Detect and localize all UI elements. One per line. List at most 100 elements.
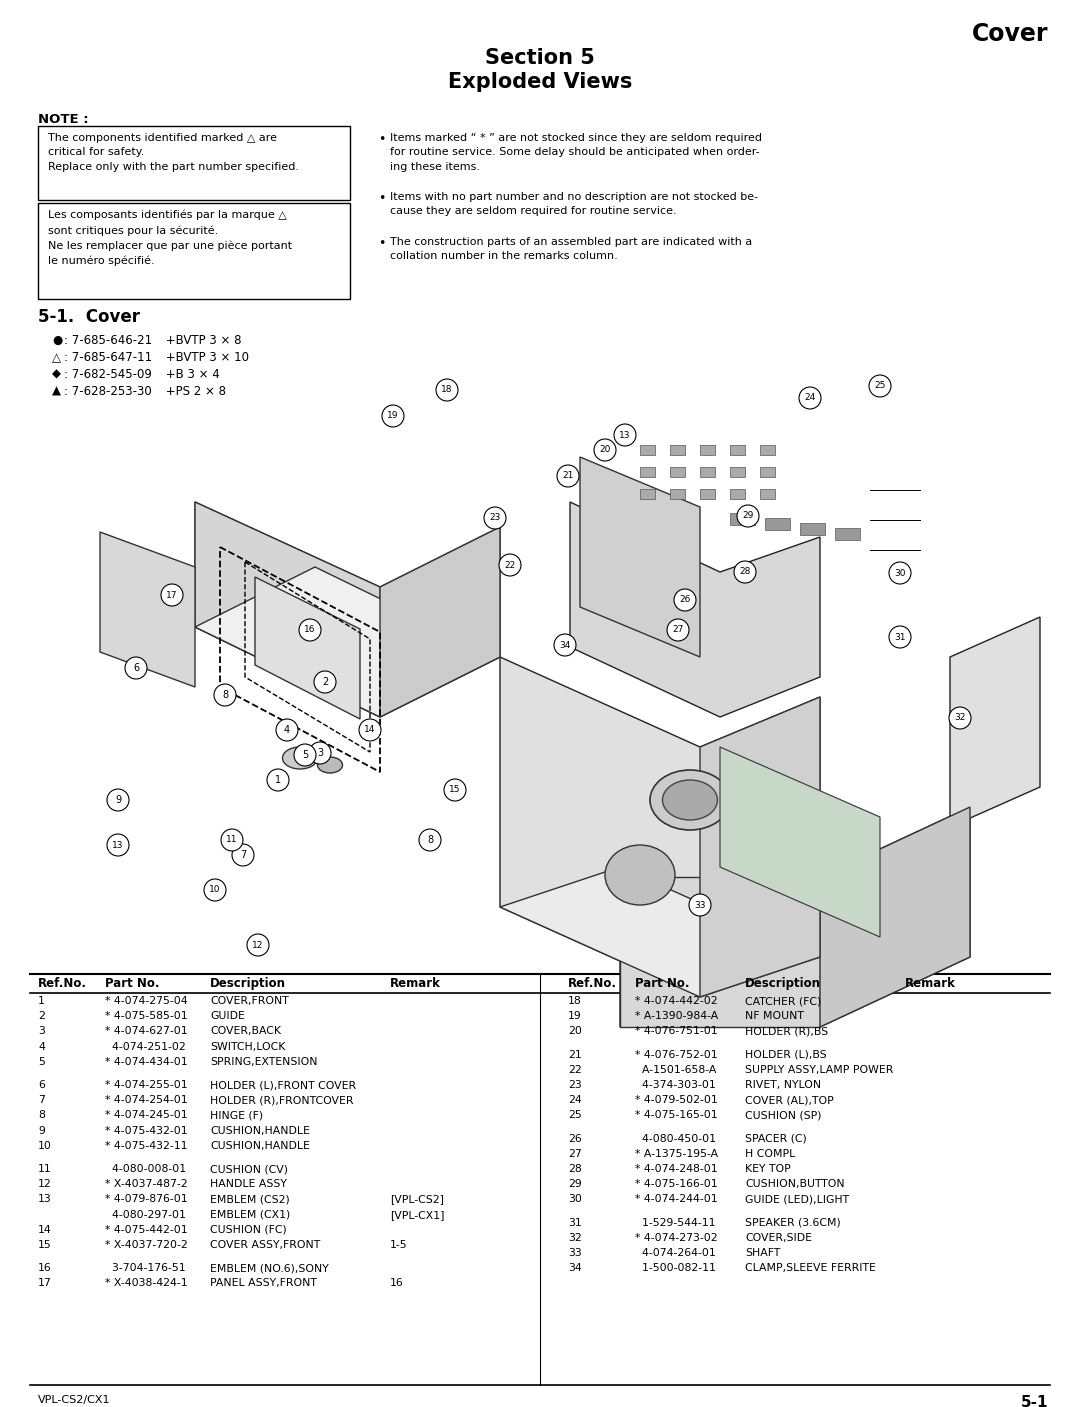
- Text: 11: 11: [38, 1164, 52, 1173]
- Polygon shape: [100, 532, 195, 687]
- Text: 2: 2: [322, 677, 328, 687]
- Bar: [700, 467, 715, 477]
- Text: COVER,SIDE: COVER,SIDE: [745, 1233, 812, 1242]
- Text: Description: Description: [210, 976, 286, 991]
- Text: 21: 21: [568, 1050, 582, 1059]
- Text: 1-529-544-11: 1-529-544-11: [635, 1217, 715, 1227]
- Text: 26: 26: [568, 1134, 582, 1144]
- Circle shape: [294, 744, 316, 765]
- Text: NF MOUNT: NF MOUNT: [745, 1012, 804, 1021]
- Text: CUSHION,HANDLE: CUSHION,HANDLE: [210, 1126, 310, 1135]
- Bar: [640, 445, 654, 454]
- Text: 8: 8: [38, 1110, 45, 1120]
- Text: +BVTP 3 × 8: +BVTP 3 × 8: [162, 333, 242, 348]
- Bar: [700, 445, 715, 454]
- Text: Remark: Remark: [905, 976, 956, 991]
- Text: 28: 28: [740, 567, 751, 577]
- Text: 30: 30: [568, 1195, 582, 1204]
- Text: 33: 33: [694, 900, 705, 909]
- Text: Exploded Views: Exploded Views: [448, 72, 632, 91]
- Text: 31: 31: [568, 1217, 582, 1227]
- Circle shape: [107, 789, 129, 810]
- Bar: [760, 467, 775, 477]
- Text: HOLDER (L),BS: HOLDER (L),BS: [745, 1050, 826, 1059]
- Text: 12: 12: [38, 1179, 52, 1189]
- Polygon shape: [500, 657, 820, 998]
- Text: 21: 21: [563, 471, 573, 481]
- Polygon shape: [195, 567, 500, 718]
- Text: [VPL-CS2]: [VPL-CS2]: [390, 1195, 444, 1204]
- Text: 16: 16: [305, 626, 315, 635]
- Ellipse shape: [283, 747, 318, 770]
- Text: ◆: ◆: [52, 369, 60, 381]
- Text: 4-080-008-01: 4-080-008-01: [105, 1164, 186, 1173]
- Text: * 4-075-432-11: * 4-075-432-11: [105, 1141, 188, 1151]
- Ellipse shape: [318, 757, 342, 772]
- Text: * 4-075-165-01: * 4-075-165-01: [635, 1110, 717, 1120]
- Text: COVER ASSY,FRONT: COVER ASSY,FRONT: [210, 1240, 321, 1249]
- Circle shape: [667, 619, 689, 642]
- Text: 13: 13: [619, 431, 631, 439]
- Text: * 4-074-244-01: * 4-074-244-01: [635, 1195, 717, 1204]
- Text: Les composants identifiés par la marque △
sont critiques pour la sécurité.
Ne le: Les composants identifiés par la marque …: [48, 210, 292, 266]
- Text: 34: 34: [568, 1263, 582, 1273]
- Text: 22: 22: [568, 1065, 582, 1075]
- Text: The components identified marked △ are
critical for safety.
Replace only with th: The components identified marked △ are c…: [48, 134, 299, 172]
- Text: 33: 33: [568, 1248, 582, 1258]
- Text: 29: 29: [568, 1179, 582, 1189]
- Text: * 4-074-255-01: * 4-074-255-01: [105, 1081, 188, 1090]
- Text: Items marked “ * ” are not stocked since they are seldom required
for routine se: Items marked “ * ” are not stocked since…: [390, 134, 762, 172]
- Text: 12: 12: [253, 940, 264, 950]
- Text: 18: 18: [568, 996, 582, 1006]
- Text: +PS 2 × 8: +PS 2 × 8: [162, 386, 226, 398]
- Text: 20: 20: [599, 446, 610, 454]
- Text: 5-1: 5-1: [1021, 1394, 1048, 1407]
- Text: COVER,BACK: COVER,BACK: [210, 1026, 281, 1037]
- Text: GUIDE (LED),LIGHT: GUIDE (LED),LIGHT: [745, 1195, 849, 1204]
- Bar: [760, 490, 775, 499]
- Text: * 4-074-254-01: * 4-074-254-01: [105, 1095, 188, 1106]
- Circle shape: [247, 934, 269, 955]
- Text: 34: 34: [559, 640, 570, 650]
- Text: 5: 5: [38, 1057, 45, 1067]
- Text: +BVTP 3 × 10: +BVTP 3 × 10: [162, 350, 249, 364]
- Text: EMBLEM (CS2): EMBLEM (CS2): [210, 1195, 289, 1204]
- Text: 4-074-264-01: 4-074-264-01: [635, 1248, 716, 1258]
- Text: 1: 1: [275, 775, 281, 785]
- Polygon shape: [950, 618, 1040, 827]
- Text: HOLDER (R),BS: HOLDER (R),BS: [745, 1026, 828, 1037]
- Text: •: •: [378, 191, 386, 205]
- Text: * A-1375-195-A: * A-1375-195-A: [635, 1148, 718, 1159]
- Text: * 4-074-273-02: * 4-074-273-02: [635, 1233, 717, 1242]
- Text: 7: 7: [38, 1095, 45, 1106]
- Text: Description: Description: [745, 976, 821, 991]
- Text: 4-080-450-01: 4-080-450-01: [635, 1134, 716, 1144]
- Bar: [730, 514, 755, 525]
- Text: SPACER (C): SPACER (C): [745, 1134, 807, 1144]
- Bar: [38, 127, 350, 200]
- Text: H COMPL: H COMPL: [745, 1148, 795, 1159]
- Text: 27: 27: [568, 1148, 582, 1159]
- Text: 20: 20: [568, 1026, 582, 1037]
- Circle shape: [107, 834, 129, 855]
- Text: 3: 3: [38, 1026, 45, 1037]
- Text: : 7-685-646-21: : 7-685-646-21: [64, 333, 152, 348]
- Text: 9: 9: [114, 795, 121, 805]
- Circle shape: [689, 893, 711, 916]
- Text: 6: 6: [38, 1081, 45, 1090]
- Bar: [670, 490, 685, 499]
- Text: 3: 3: [316, 749, 323, 758]
- Text: 8: 8: [427, 834, 433, 846]
- Circle shape: [204, 879, 226, 900]
- Text: CUSHION (SP): CUSHION (SP): [745, 1110, 822, 1120]
- Text: 7: 7: [240, 850, 246, 860]
- Polygon shape: [195, 502, 380, 718]
- Text: * 4-074-627-01: * 4-074-627-01: [105, 1026, 188, 1037]
- Text: 22: 22: [504, 560, 515, 570]
- Text: COVER (AL),TOP: COVER (AL),TOP: [745, 1095, 834, 1106]
- Text: 29: 29: [742, 512, 754, 521]
- Circle shape: [221, 829, 243, 851]
- Circle shape: [799, 387, 821, 409]
- Text: : 7-682-545-09: : 7-682-545-09: [64, 369, 152, 381]
- Circle shape: [436, 378, 458, 401]
